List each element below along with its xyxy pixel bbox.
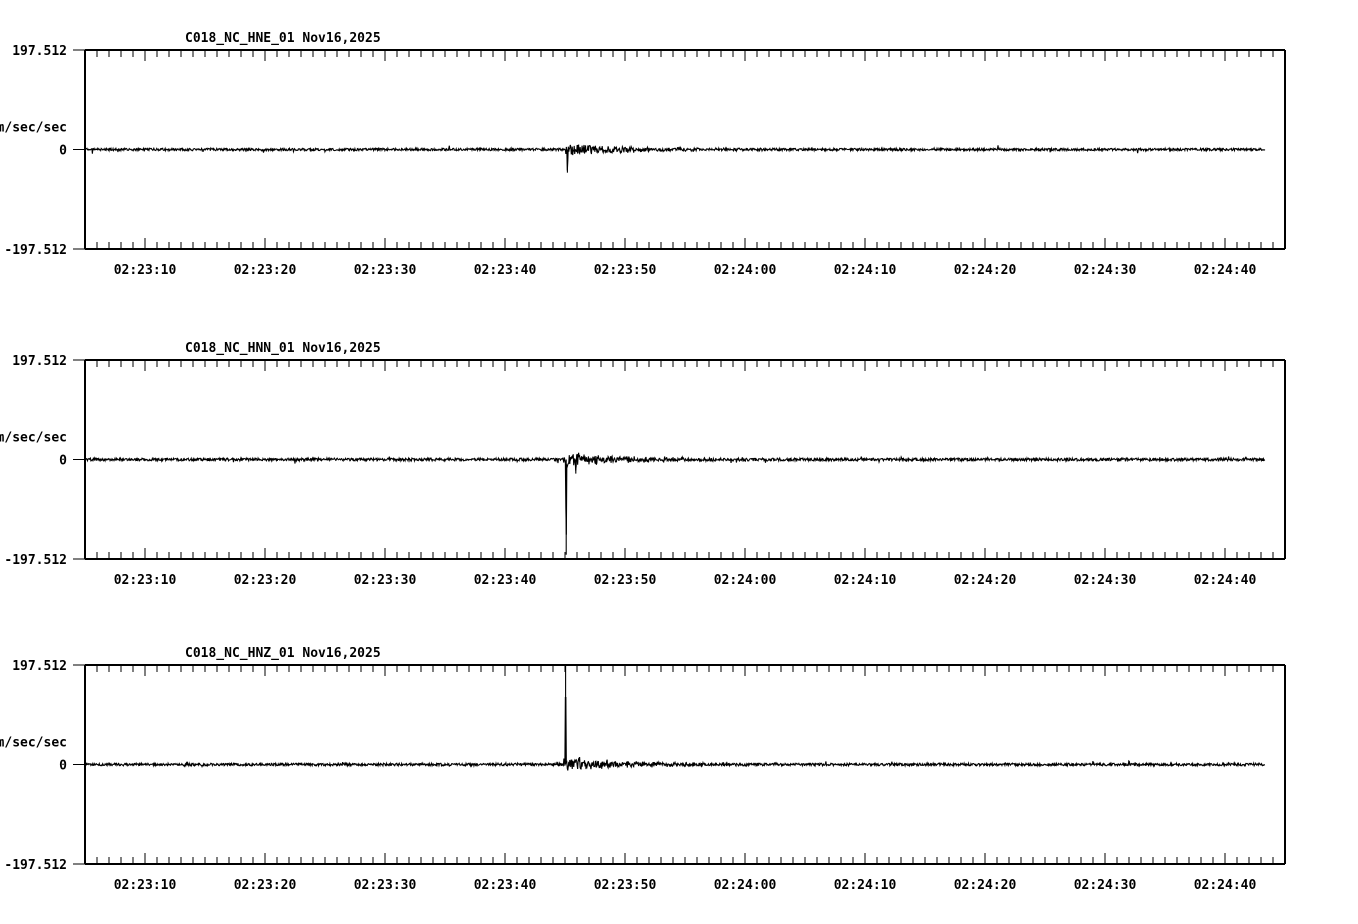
- x-tick-label: 02:23:40: [474, 878, 537, 893]
- x-tick-label: 02:24:10: [834, 263, 897, 278]
- x-tick-label: 02:23:50: [594, 263, 657, 278]
- x-tick-label: 02:23:50: [594, 573, 657, 588]
- x-tick-label: 02:24:40: [1194, 263, 1257, 278]
- x-tick-label: 02:23:20: [234, 263, 297, 278]
- y-axis-max-label: 197.512: [12, 44, 67, 59]
- x-tick-label: 02:24:30: [1074, 878, 1137, 893]
- x-tick-label: 02:24:20: [954, 878, 1017, 893]
- x-tick-label: 02:23:20: [234, 878, 297, 893]
- x-tick-label: 02:23:10: [114, 573, 177, 588]
- x-tick-label: 02:23:10: [114, 263, 177, 278]
- y-axis-zero-label: 0: [59, 144, 67, 159]
- x-tick-label: 02:24:00: [714, 263, 777, 278]
- y-axis-zero-label: 0: [59, 454, 67, 469]
- x-tick-label: 02:24:30: [1074, 263, 1137, 278]
- x-tick-label: 02:24:00: [714, 573, 777, 588]
- y-axis-ticks: [73, 664, 85, 865]
- x-tick-label: 02:24:10: [834, 573, 897, 588]
- y-axis-min-label: -197.512: [4, 243, 67, 258]
- x-tick-label: 02:24:30: [1074, 573, 1137, 588]
- x-tick-label: 02:23:30: [354, 878, 417, 893]
- x-tick-label: 02:23:30: [354, 573, 417, 588]
- x-axis-ticks: [84, 50, 1286, 249]
- x-tick-label: 02:23:40: [474, 263, 537, 278]
- x-tick-label: 02:23:40: [474, 573, 537, 588]
- y-axis-ticks: [73, 359, 85, 560]
- seismogram-panel-hnz: C018_NC_HNZ_01 Nov16,2025 197.512 cm/sec/s…: [0, 643, 1358, 900]
- x-tick-label: 02:23:50: [594, 878, 657, 893]
- panel-title: C018_NC_HNE_01 Nov16,2025: [185, 31, 381, 46]
- x-axis-tick-labels: 02:23:10 02:23:20 02:23:30 02:23:40 02:23:50…: [114, 573, 1257, 588]
- seismogram-panel-hne: C018_NC_HNE_01 Nov16,2025 197.512 cm/sec/s…: [0, 28, 1358, 285]
- x-axis-tick-labels: 02:23:10 02:23:20 02:23:30 02:23:40 02:23:50…: [114, 263, 1257, 278]
- y-axis-max-label: 197.512: [12, 659, 67, 674]
- x-axis-tick-labels: 02:23:10 02:23:20 02:23:30 02:23:40 02:23:50…: [114, 878, 1257, 893]
- x-tick-label: 02:24:40: [1194, 878, 1257, 893]
- y-axis-zero-label: 0: [59, 759, 67, 774]
- x-axis-ticks: [84, 360, 1286, 559]
- x-tick-label: 02:24:20: [954, 263, 1017, 278]
- x-tick-label: 02:23:10: [114, 878, 177, 893]
- x-tick-label: 02:24:20: [954, 573, 1017, 588]
- x-tick-label: 02:24:40: [1194, 573, 1257, 588]
- x-tick-label: 02:23:20: [234, 573, 297, 588]
- y-axis-min-label: -197.512: [4, 553, 67, 568]
- x-axis-ticks: [84, 665, 1286, 864]
- y-axis-units-label: cm/sec/sec: [0, 736, 67, 751]
- waveform-trace: [84, 452, 1266, 555]
- x-tick-label: 02:24:10: [834, 878, 897, 893]
- x-tick-label: 02:23:30: [354, 263, 417, 278]
- y-axis-ticks: [73, 49, 85, 250]
- waveform-trace: [84, 144, 1266, 173]
- y-axis-units-label: cm/sec/sec: [0, 121, 67, 136]
- waveform-trace: [84, 665, 1266, 771]
- seismogram-panel-hnn: C018_NC_HNN_01 Nov16,2025 197.512 cm/sec/s…: [0, 338, 1358, 595]
- y-axis-max-label: 197.512: [12, 354, 67, 369]
- panel-title: C018_NC_HNZ_01 Nov16,2025: [185, 646, 381, 661]
- y-axis-min-label: -197.512: [4, 858, 67, 873]
- panel-title: C018_NC_HNN_01 Nov16,2025: [185, 341, 381, 356]
- y-axis-units-label: cm/sec/sec: [0, 431, 67, 446]
- x-tick-label: 02:24:00: [714, 878, 777, 893]
